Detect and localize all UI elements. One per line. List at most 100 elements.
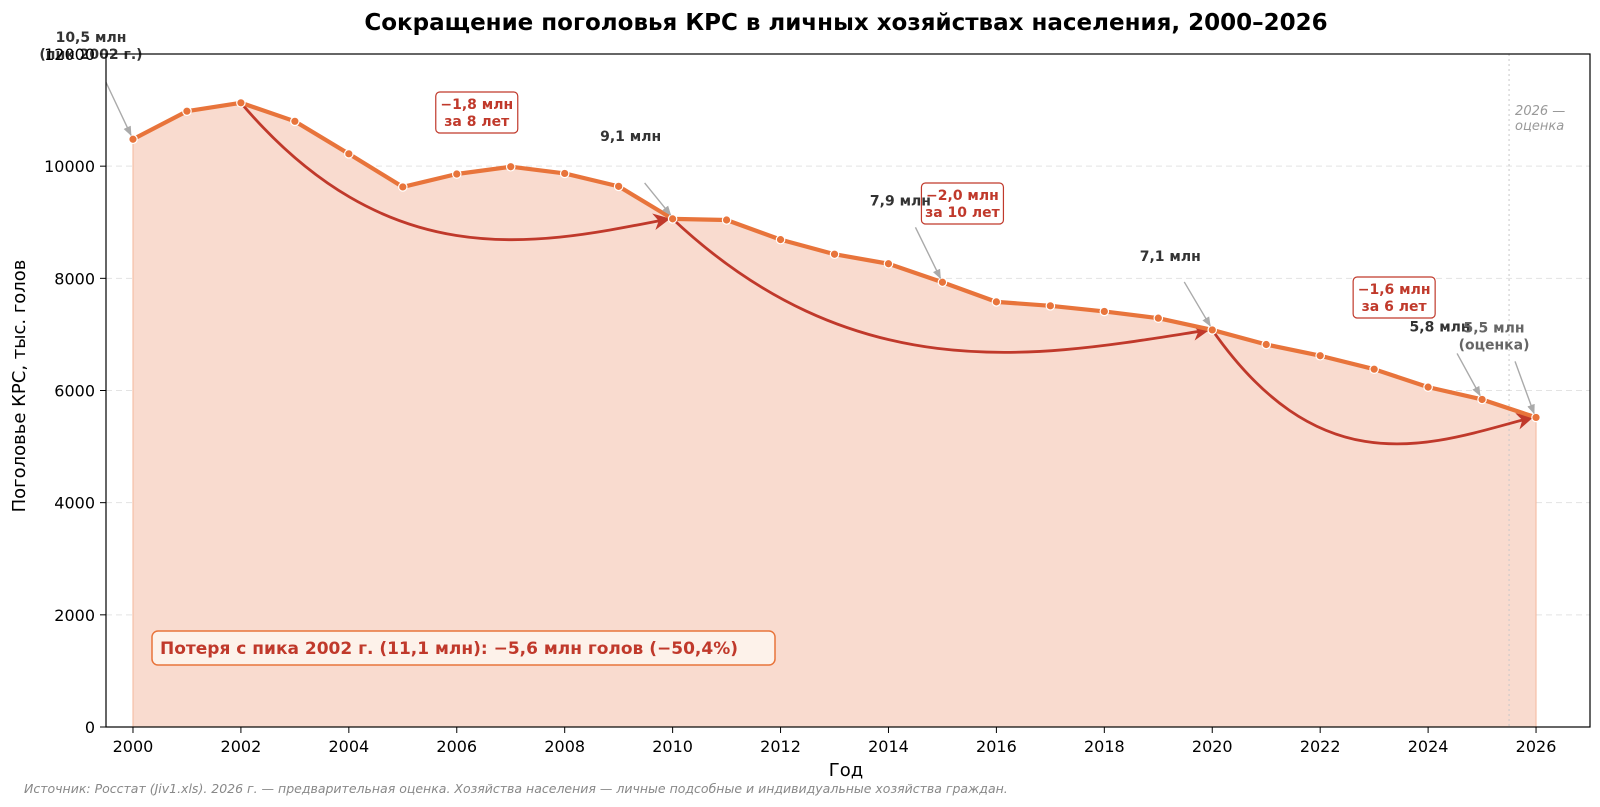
- drop-arrow: [239, 101, 671, 242]
- source-note: Источник: Росстат (Jiv1.xls). 2026 г. — …: [24, 781, 1008, 796]
- summary-box: Потеря с пика 2002 г. (11,1 млн): −5,6 м…: [151, 630, 776, 666]
- chart-title: Сокращение поголовья КРС в личных хозяйс…: [364, 10, 1327, 36]
- drop-arrow: [671, 217, 1210, 354]
- annotation-arrow: [914, 226, 942, 280]
- x-tick-label: 2026: [1516, 737, 1557, 756]
- x-tick-label: 2006: [436, 737, 477, 756]
- point-label: 9,1 млн: [600, 129, 661, 145]
- point-label-line: 9,1 млн: [600, 129, 661, 145]
- annotation-arrow: [1183, 281, 1211, 327]
- x-tick-label: 2004: [328, 737, 369, 756]
- point-annotation: 10,5 млн (пик 2002 г.): [39, 30, 143, 137]
- drop-label-line: за 6 лет: [1362, 299, 1428, 315]
- drop-box-frame: [1352, 276, 1436, 319]
- point-annotations: 10,5 млн (пик 2002 г.) 9,1 млн 7,9 млн 7,1 м…: [39, 30, 1535, 415]
- y-tick-label: 0: [85, 718, 95, 737]
- drop-box: −1,8 млн за 8 лет: [435, 91, 519, 134]
- drop-label-line: −1,8 млн: [440, 97, 513, 113]
- point-annotation: 7,9 млн: [870, 193, 942, 280]
- y-tick-label: 4000: [54, 494, 95, 513]
- x-tick-label: 2022: [1300, 737, 1341, 756]
- x-tick-label: 2002: [221, 737, 262, 756]
- annotation-arrow: [1514, 361, 1535, 415]
- data-point: [829, 249, 840, 260]
- point-label-line: 5,8 млн: [1410, 319, 1471, 335]
- drop-arrow: [1211, 329, 1534, 446]
- point-label-line: 7,9 млн: [870, 193, 931, 209]
- data-point: [667, 214, 678, 224]
- drop-label-line: за 8 лет: [444, 114, 510, 130]
- data-point: [344, 149, 354, 159]
- y-tick-label: 6000: [54, 382, 95, 401]
- drop-arrows: −1,8 млн за 8 лет −2,0 млн за 10 лет −1,6 мл…: [239, 91, 1534, 446]
- x-tick-label: 2014: [868, 737, 909, 756]
- point-label-line: 10,5 млн: [56, 30, 127, 46]
- drop-label-line: за 10 лет: [925, 205, 1001, 221]
- data-point: [1261, 339, 1272, 350]
- data-point: [775, 234, 786, 245]
- data-point: [883, 258, 894, 269]
- estimate-note: 2026 — оценка: [1515, 104, 1565, 134]
- x-tick-label: 2020: [1192, 737, 1233, 756]
- point-annotation: 9,1 млн: [600, 129, 672, 216]
- data-point: [1477, 394, 1487, 405]
- y-axis-label: Поголовье КРС, тыс. голов: [9, 260, 30, 513]
- y-tick-label: 8000: [54, 269, 95, 288]
- point-annotation: 5,5 млн (оценка): [1459, 320, 1535, 415]
- x-tick-label: 2000: [113, 737, 154, 756]
- annotation-arrow: [1456, 353, 1481, 397]
- data-point: [937, 277, 948, 288]
- y-axis: 0 2000 4000 6000 8000 10000 12000: [44, 45, 106, 737]
- point-label: 5,8 млн: [1410, 319, 1471, 335]
- data-point: [1315, 350, 1325, 361]
- x-tick-label: 2024: [1408, 737, 1449, 756]
- drop-label-line: −1,6 млн: [1358, 282, 1431, 298]
- y-tick-label: 2000: [54, 606, 95, 625]
- data-point: [559, 168, 570, 179]
- data-point: [505, 161, 516, 172]
- estimate-label-line: 2026 —: [1515, 104, 1565, 119]
- data-point: [613, 181, 624, 192]
- x-tick-label: 2010: [652, 737, 693, 756]
- point-annotation: 5,8 млн: [1410, 319, 1481, 397]
- drop-label-line: −2,0 млн: [926, 188, 999, 204]
- point-label-line: 7,1 млн: [1140, 249, 1201, 265]
- estimate-label: 2026 — оценка: [1515, 104, 1565, 134]
- data-point: [451, 169, 462, 179]
- data-point: [290, 116, 300, 127]
- point-annotation: 7,1 млн: [1140, 249, 1211, 327]
- point-label: 7,1 млн: [1140, 249, 1201, 265]
- point-label: 5,5 млн (оценка): [1459, 320, 1530, 353]
- annotation-arrow: [644, 182, 672, 216]
- annotation-arrow: [105, 81, 132, 137]
- data-point: [1207, 325, 1218, 335]
- drop-label: −2,0 млн за 10 лет: [925, 188, 1001, 221]
- point-label-line: 5,5 млн: [1464, 320, 1525, 336]
- data-point: [991, 297, 1002, 307]
- data-point: [236, 97, 246, 108]
- x-tick-label: 2008: [544, 737, 585, 756]
- drop-box: −2,0 млн за 10 лет: [920, 182, 1005, 225]
- x-axis-label: Год: [829, 760, 863, 781]
- point-label: 7,9 млн: [870, 193, 931, 209]
- drop-label: −1,6 млн за 6 лет: [1358, 282, 1431, 315]
- y-tick-label: 10000: [44, 157, 95, 176]
- summary-text: Потеря с пика 2002 г. (11,1 млн): −5,6 м…: [160, 639, 738, 659]
- drop-box-frame: [920, 182, 1005, 225]
- y-tick-label: 12000: [44, 45, 95, 64]
- x-tick-label: 2012: [760, 737, 801, 756]
- point-label: 10,5 млн (пик 2002 г.): [39, 30, 142, 63]
- drop-box: −1,6 млн за 6 лет: [1352, 276, 1436, 319]
- drop-label: −1,8 млн за 8 лет: [440, 97, 513, 130]
- data-points: [128, 97, 1541, 423]
- data-point: [397, 182, 408, 192]
- x-tick-label: 2018: [1084, 737, 1125, 756]
- x-tick-label: 2016: [976, 737, 1017, 756]
- x-axis: 2000 2002 2004 2006 2008 2010 2012 2014 2016 2018…: [113, 727, 1557, 756]
- data-point: [1045, 301, 1056, 311]
- drop-box-frame: [435, 91, 519, 134]
- point-label-line: (пик 2002 г.): [39, 47, 142, 63]
- data-point: [721, 215, 732, 225]
- data-point: [1153, 313, 1164, 323]
